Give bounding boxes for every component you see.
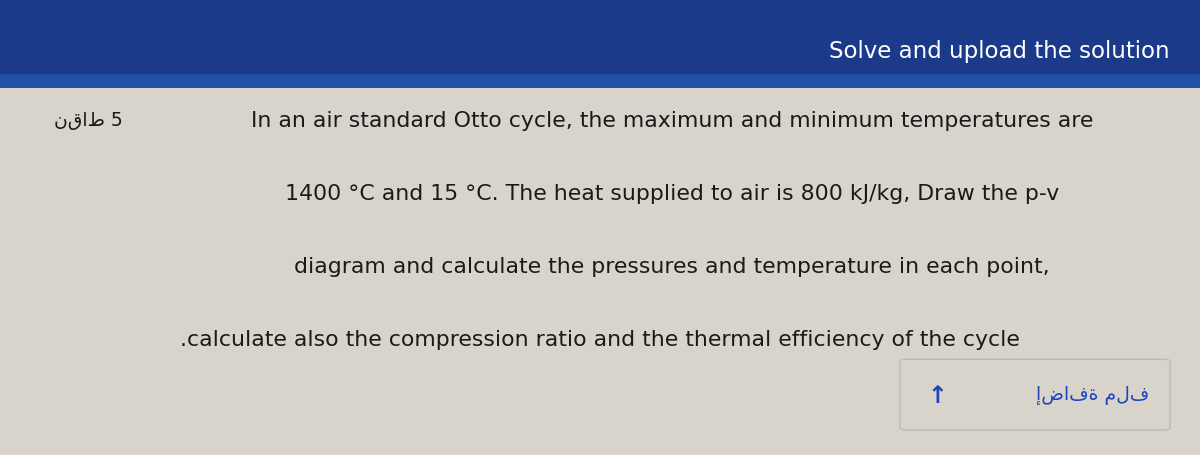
Text: diagram and calculate the pressures and temperature in each point,: diagram and calculate the pressures and … (294, 256, 1050, 276)
Bar (0, 75, 1200, 89)
Text: 1400 °C and 15 °C. The heat supplied to air is 800 kJ/kg, Draw the p-v: 1400 °C and 15 °C. The heat supplied to … (284, 183, 1060, 203)
Text: ↑: ↑ (928, 383, 947, 407)
FancyBboxPatch shape (900, 359, 1170, 430)
Text: In an air standard Otto cycle, the maximum and minimum temperatures are: In an air standard Otto cycle, the maxim… (251, 111, 1093, 131)
Text: نقاط 5: نقاط 5 (54, 111, 122, 130)
Text: .calculate also the compression ratio and the thermal efficiency of the cycle: .calculate also the compression ratio an… (180, 329, 1020, 349)
Text: Solve and upload the solution: Solve and upload the solution (829, 40, 1170, 63)
Text: إضافة ملف: إضافة ملف (1037, 385, 1150, 404)
Bar (0, 0, 1200, 89)
